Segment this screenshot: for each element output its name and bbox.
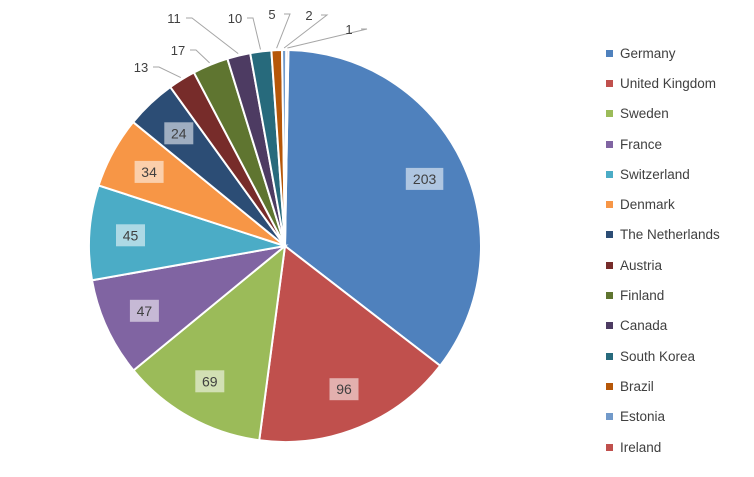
legend-item-switzerland: Switzerland	[606, 159, 752, 189]
legend-label: Estonia	[620, 409, 666, 425]
legend-item-austria: Austria	[606, 250, 752, 280]
data-label-box-france	[129, 299, 159, 322]
legend-swatch	[606, 352, 613, 360]
legend-swatch	[606, 413, 613, 421]
callout-line-ireland	[287, 28, 368, 49]
legend-item-sweden: Sweden	[606, 99, 752, 129]
pie-slices	[88, 48, 482, 443]
legend-item-the-netherlands: The Netherlands	[606, 220, 752, 250]
data-label-france: 47	[137, 303, 153, 319]
legend-label: Germany	[620, 45, 676, 61]
data-label-box-denmark	[134, 160, 164, 183]
data-label-austria: 13	[134, 60, 148, 75]
data-label-box-the-netherlands	[164, 122, 194, 145]
callout-line-canada	[186, 17, 239, 54]
legend-swatch	[606, 292, 613, 300]
callout-line-estonia	[283, 14, 329, 49]
legend-swatch	[606, 322, 613, 330]
legend-item-brazil: Brazil	[606, 371, 752, 401]
callout-line-brazil	[276, 13, 291, 49]
pie-slice-france	[90, 244, 289, 372]
pie-data-labels: 203 96 69 47 45 34 24 13 17 11 10 5 2 1	[116, 7, 444, 401]
callout-line-south-korea	[247, 17, 261, 50]
legend-swatch	[606, 79, 613, 87]
legend-label: Canada	[620, 318, 668, 334]
legend-item-france: France	[606, 129, 752, 159]
legend-item-denmark: Denmark	[606, 189, 752, 219]
legend-item-finland: Finland	[606, 280, 752, 310]
legend-swatch	[606, 261, 613, 269]
data-label-ireland: 1	[345, 22, 352, 37]
data-label-box-sweden	[195, 370, 225, 393]
legend-label: United Kingdom	[620, 75, 717, 91]
data-label-south-korea: 10	[228, 11, 242, 26]
pie-slice-switzerland	[88, 184, 286, 282]
data-label-brazil: 5	[268, 7, 275, 22]
data-label-united-kingdom: 96	[336, 381, 352, 397]
data-label-finland: 17	[171, 43, 185, 58]
legend-label: Ireland	[620, 439, 662, 455]
data-label-box-switzerland	[116, 224, 145, 247]
legend-label: The Netherlands	[620, 227, 720, 243]
legend-swatch	[606, 49, 613, 57]
legend-swatch	[606, 201, 613, 209]
pie-slice-ireland	[284, 48, 290, 247]
legend-label: Brazil	[620, 378, 654, 394]
data-label-estonia: 2	[305, 8, 312, 23]
legend-swatch	[606, 140, 613, 148]
legend-swatch	[606, 170, 613, 178]
legend-label: Finland	[620, 288, 665, 304]
pie-slice-sweden	[132, 243, 287, 442]
data-label-the-netherlands: 24	[171, 125, 187, 141]
data-label-switzerland: 45	[123, 227, 139, 243]
data-label-denmark: 34	[141, 164, 157, 180]
legend-item-ireland: Ireland	[606, 432, 752, 462]
legend-swatch	[606, 443, 613, 451]
pie-callouts	[153, 13, 368, 79]
legend-label: Switzerland	[620, 166, 690, 182]
chart-legend: Germany United Kingdom Sweden France Switzer…	[606, 38, 752, 462]
data-label-sweden: 69	[202, 373, 218, 389]
data-label-box-germany	[405, 167, 444, 190]
legend-item-united-kingdom: United Kingdom	[606, 68, 752, 98]
legend-swatch	[606, 231, 613, 239]
callout-line-finland	[190, 49, 210, 64]
legend-item-germany: Germany	[606, 38, 752, 68]
legend-label: Sweden	[620, 106, 669, 122]
legend-label: France	[620, 136, 663, 152]
legend-swatch	[606, 382, 613, 390]
legend-label: Austria	[620, 257, 663, 273]
legend-label: South Korea	[620, 348, 696, 364]
legend-item-estonia: Estonia	[606, 402, 752, 432]
legend-item-south-korea: South Korea	[606, 341, 752, 371]
callout-line-austria	[153, 66, 182, 79]
data-label-canada: 11	[167, 11, 181, 26]
data-label-germany: 203	[413, 171, 437, 187]
legend-swatch	[606, 110, 613, 118]
pie-slice-germany	[283, 49, 482, 368]
legend-item-canada: Canada	[606, 311, 752, 341]
data-label-box-united-kingdom	[329, 378, 359, 401]
pie-slice-united-kingdom	[258, 244, 442, 443]
legend-label: Denmark	[620, 197, 675, 213]
